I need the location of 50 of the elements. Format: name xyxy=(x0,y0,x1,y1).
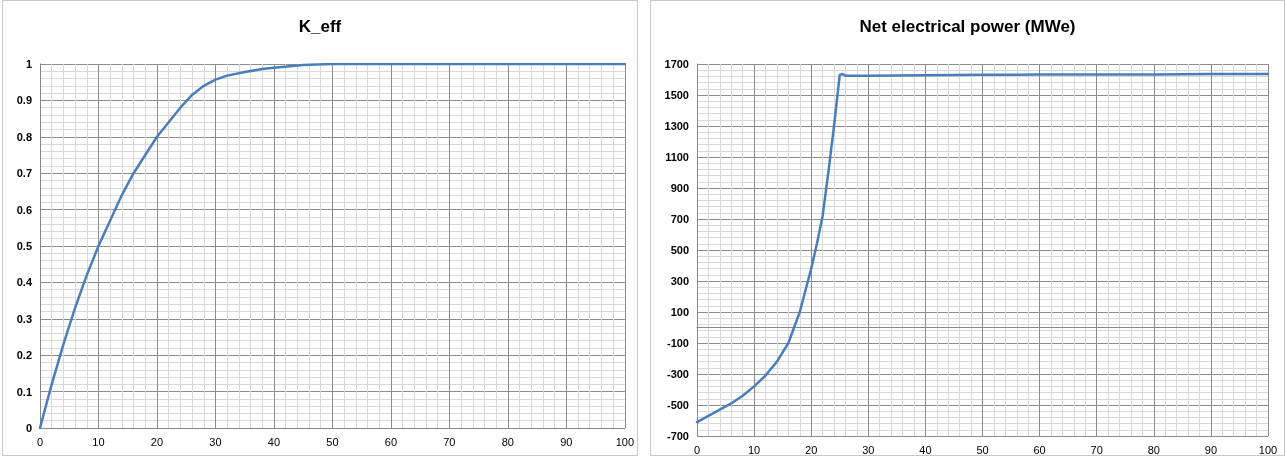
x-tick-label: 20 xyxy=(150,435,164,448)
y-tick-label: 1100 xyxy=(665,151,689,163)
y-tick-label: 0.4 xyxy=(16,276,33,289)
x-tick-label: 60 xyxy=(1033,443,1046,456)
x-tick-label: 20 xyxy=(805,443,818,456)
y-tick-label: 1 xyxy=(25,58,32,70)
y-tick-label: 0.9 xyxy=(16,94,32,107)
line-series xyxy=(695,72,1270,424)
x-tick-label: 10 xyxy=(747,443,761,456)
y-tick-label: 0.1 xyxy=(16,385,32,398)
x-tick-label: 40 xyxy=(267,435,281,448)
y-tick-label: 700 xyxy=(670,213,689,225)
y-tick-label: 0 xyxy=(25,422,32,434)
chart-title: Net electrical power (MWe) xyxy=(859,17,1076,36)
y-tick-label: 0.3 xyxy=(16,312,32,325)
y-tick-label: 1300 xyxy=(664,120,689,132)
x-tick-label: 90 xyxy=(560,435,573,448)
y-tick-label: 0.8 xyxy=(16,130,32,143)
y-tick-label: -100 xyxy=(666,337,689,349)
x-tick-label: 100 xyxy=(1258,443,1278,456)
y-tick-label: 0.2 xyxy=(16,349,32,362)
y-tick-label: 0.5 xyxy=(16,240,32,252)
y-tick-label: -500 xyxy=(666,399,689,411)
x-tick-label: 40 xyxy=(919,443,932,456)
x-tick-label: 80 xyxy=(501,435,514,448)
y-tick-label: -700 xyxy=(666,430,689,442)
y-tick-label: 500 xyxy=(670,244,689,256)
x-tick-label: 60 xyxy=(384,435,398,448)
x-tick-label: 90 xyxy=(1204,443,1218,456)
x-tick-label: 70 xyxy=(1090,443,1103,456)
x-tick-label: 0 xyxy=(693,443,701,456)
x-tick-label: 10 xyxy=(92,435,105,448)
y-tick-label: 0.6 xyxy=(16,203,32,216)
x-tick-label: 100 xyxy=(615,435,634,448)
y-tick-label: 900 xyxy=(670,182,689,194)
x-tick-label: 70 xyxy=(443,435,456,448)
chart-title: K_eff xyxy=(298,17,342,36)
x-tick-label: 0 xyxy=(36,435,44,448)
x-tick-label: 30 xyxy=(862,443,875,456)
y-tick-label: 1500 xyxy=(664,89,689,101)
y-tick-label: 0.7 xyxy=(16,167,32,180)
line-series xyxy=(38,62,627,430)
y-tick-label: 100 xyxy=(670,306,689,318)
x-tick-label: 50 xyxy=(976,443,989,456)
y-tick-label: 1700 xyxy=(664,58,689,70)
y-tick-label: 300 xyxy=(670,275,689,287)
x-tick-label: 30 xyxy=(209,435,222,448)
x-tick-label: 50 xyxy=(326,435,339,448)
x-tick-label: 80 xyxy=(1147,443,1160,456)
y-tick-label: -300 xyxy=(666,368,689,380)
